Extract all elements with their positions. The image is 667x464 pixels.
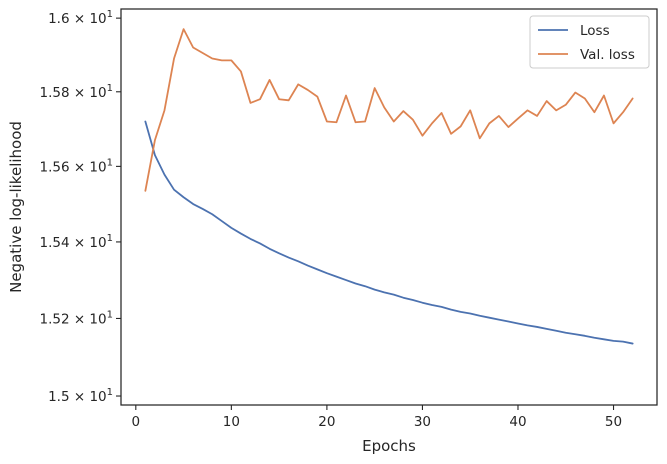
x-axis: 0 10 20 30 40 50 <box>132 405 622 430</box>
y-axis: 1.5 × 101 1.52 × 101 1.54 × 101 1.56 × 101 1… <box>39 9 121 405</box>
series-line-loss <box>144 120 634 345</box>
y-axis-title: Negative log-likelihood <box>7 121 25 293</box>
series-layer <box>144 28 634 345</box>
legend-box <box>529 15 650 69</box>
y-tick-label: 1.52 × 101 <box>39 309 113 327</box>
legend: Loss Val. loss <box>529 15 650 69</box>
x-tick-label: 30 <box>414 414 431 430</box>
legend-label-val-loss: Val. loss <box>580 47 635 63</box>
series-line-val-loss <box>144 28 634 192</box>
x-tick-label: 10 <box>223 414 240 430</box>
x-axis-title: Epochs <box>362 437 416 455</box>
plot-frame <box>120 8 658 406</box>
y-tick-label: 1.58 × 101 <box>39 83 113 101</box>
x-tick-label: 20 <box>318 414 335 430</box>
plot-area: 0 10 20 30 40 50 1.5 × 101 1.52 × 101 1.54 × 10… <box>39 8 658 430</box>
y-tick-label: 1.5 × 101 <box>48 387 113 405</box>
x-tick-label: 0 <box>132 414 141 430</box>
y-tick-label: 1.6 × 101 <box>48 9 113 27</box>
x-tick-label: 50 <box>605 414 622 430</box>
y-tick-label: 1.56 × 101 <box>39 157 113 175</box>
x-tick-label: 40 <box>509 414 526 430</box>
y-tick-label: 1.54 × 101 <box>39 233 113 251</box>
legend-label-loss: Loss <box>580 23 610 39</box>
